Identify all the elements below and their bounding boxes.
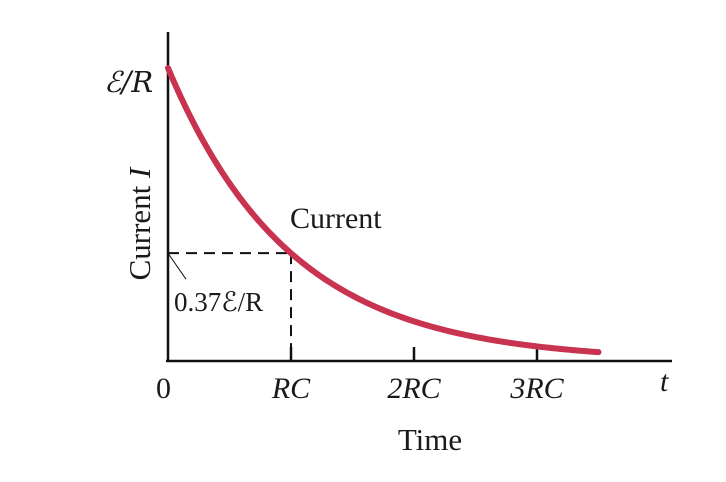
y-axis-title-text: Current	[122, 185, 157, 280]
annotation-label: 0.37ℰ/R	[174, 287, 263, 317]
current-decay-curve	[165, 65, 602, 356]
x-tick-label: 3RC	[509, 372, 564, 405]
annotation-leader-line	[167, 252, 187, 280]
x-tick-labels: 0 RC 2RC 3RC	[156, 372, 565, 405]
y-axis-title: Current I	[122, 166, 157, 280]
x-tick-label: RC	[271, 372, 311, 405]
series-label: Current	[290, 202, 382, 235]
y-tick-label: ℰ/R	[104, 65, 153, 99]
x-tick-label: 0	[156, 372, 171, 405]
x-axis-end-label: t	[660, 365, 669, 398]
x-axis-title: Time	[398, 422, 462, 457]
x-tick-label: 2RC	[387, 372, 441, 405]
y-axis-title-symbol: I	[122, 166, 157, 179]
svg-text:Current I: Current I	[122, 166, 157, 280]
x-tick-marks	[289, 347, 539, 361]
